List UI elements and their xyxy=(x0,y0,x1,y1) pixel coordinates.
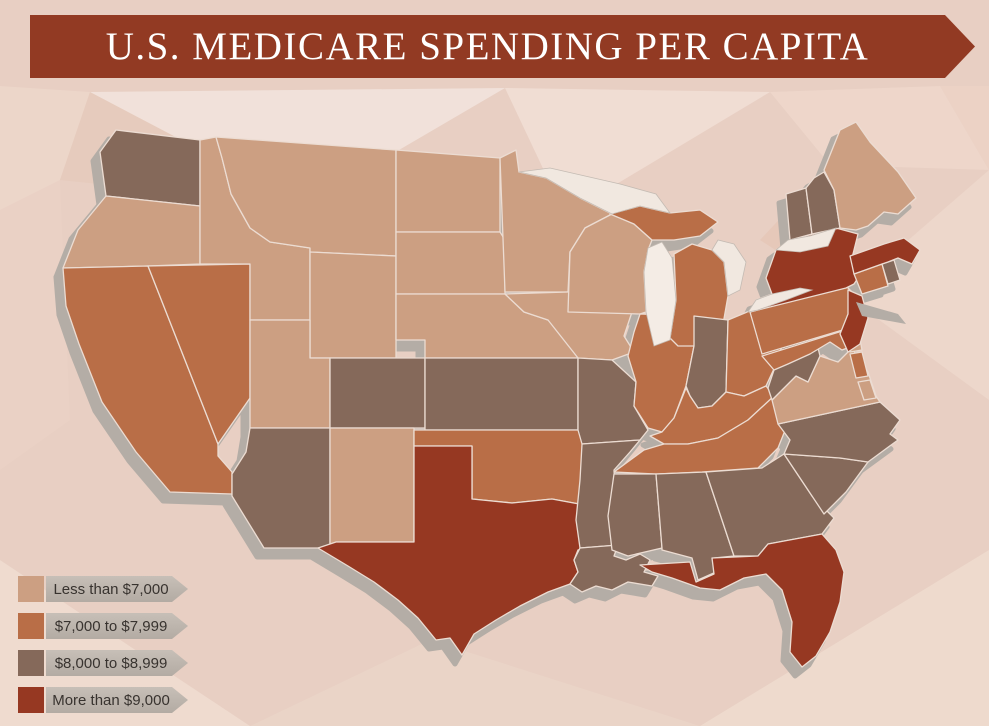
lake-huron xyxy=(711,239,747,297)
title-banner: U.S. MEDICARE SPENDING PER CAPITA xyxy=(30,15,975,78)
state-massachusetts xyxy=(849,237,921,275)
state-new-mexico xyxy=(329,427,415,549)
state-washington xyxy=(99,129,201,207)
lake-superior xyxy=(518,167,671,215)
legend-arrow-banner: More than $9,000 xyxy=(46,687,188,713)
lake-michigan xyxy=(643,241,677,347)
state-north-carolina xyxy=(777,401,901,463)
legend-arrow-banner: $8,000 to $8,999 xyxy=(46,650,188,676)
state-wyoming xyxy=(309,251,397,359)
state-mississippi xyxy=(607,473,663,557)
map-legend: Less than $7,000 $7,000 to $7,999 $8,000… xyxy=(18,576,248,724)
state-texas xyxy=(317,445,591,656)
lake-erie xyxy=(747,287,814,313)
legend-swatch-7000to7999 xyxy=(18,613,44,639)
legend-item: Less than $7,000 xyxy=(18,576,248,602)
legend-swatch-gt9000 xyxy=(18,687,44,713)
legend-label: $7,000 to $7,999 xyxy=(54,617,168,635)
state-maine xyxy=(823,121,917,231)
lake-ontario xyxy=(774,227,837,253)
state-colorado xyxy=(329,357,426,429)
legend-arrow-banner: $7,000 to $7,999 xyxy=(46,613,188,639)
page-title: U.S. MEDICARE SPENDING PER CAPITA xyxy=(105,25,870,68)
state-florida xyxy=(639,533,845,668)
lakes-layer xyxy=(518,167,906,347)
legend-arrow-banner: Less than $7,000 xyxy=(46,576,188,602)
legend-item: $7,000 to $7,999 xyxy=(18,613,248,639)
long-island xyxy=(856,302,906,324)
state-kansas xyxy=(424,357,579,431)
state-louisiana xyxy=(569,544,659,593)
state-missouri xyxy=(577,357,649,445)
legend-label: More than $9,000 xyxy=(52,691,170,709)
legend-item: $8,000 to $8,999 xyxy=(18,650,248,676)
states-layer xyxy=(62,121,921,668)
legend-label: Less than $7,000 xyxy=(53,580,169,598)
legend-item: More than $9,000 xyxy=(18,687,248,713)
state-oregon xyxy=(62,195,201,269)
state-south-dakota xyxy=(395,231,506,295)
legend-swatch-8000to8999 xyxy=(18,650,44,676)
legend-label: $8,000 to $8,999 xyxy=(54,654,168,672)
legend-swatch-lt7000 xyxy=(18,576,44,602)
state-north-dakota xyxy=(395,149,501,233)
